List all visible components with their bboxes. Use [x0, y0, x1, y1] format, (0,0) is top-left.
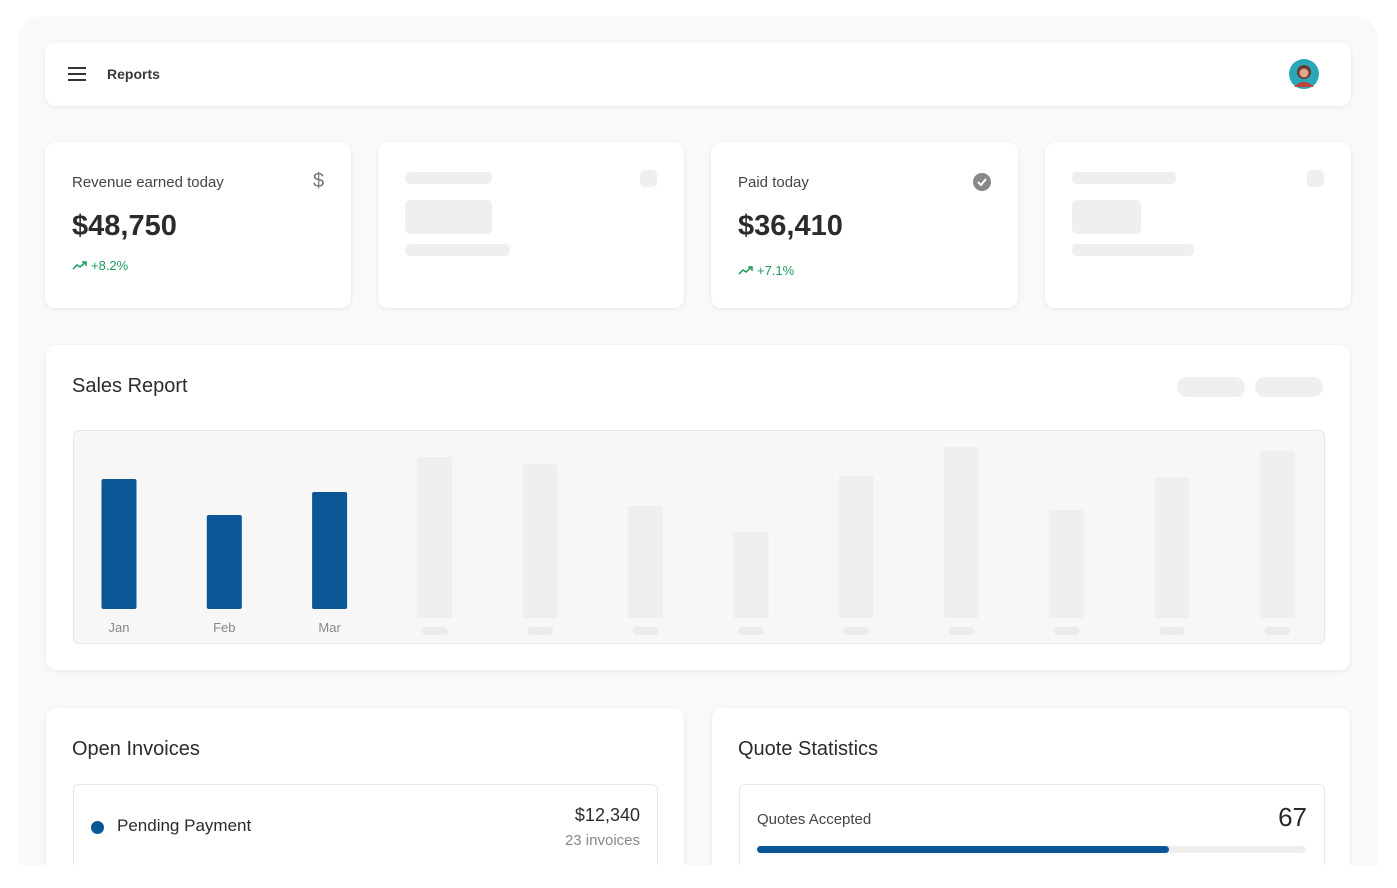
skeleton: [405, 200, 492, 234]
skeleton-bar: [733, 532, 769, 618]
card-value: $36,410: [738, 210, 843, 242]
skeleton-button: [1255, 377, 1323, 397]
skeleton: [405, 172, 492, 184]
chart-area: [73, 430, 1325, 644]
skeleton: [1307, 170, 1324, 187]
skeleton-bar: [522, 464, 558, 618]
skeleton-label: [1264, 627, 1291, 635]
skeleton-label: [737, 627, 764, 635]
skeleton: [640, 170, 657, 187]
invoice-amount: $12,340: [574, 805, 640, 825]
avatar[interactable]: [1289, 59, 1319, 89]
progress-track: [757, 846, 1306, 853]
skeleton-label: [632, 627, 659, 635]
bar-chart: Jan Feb Mar: [73, 430, 1325, 644]
invoice-row[interactable]: Pending Payment $12,340 23 invoices: [73, 784, 658, 865]
card-label: Paid today: [738, 174, 809, 191]
skeleton-label: [843, 627, 870, 635]
check-icon: [973, 173, 991, 191]
stat-value: 67: [1278, 802, 1307, 832]
stat-label: Quotes Accepted: [757, 811, 872, 828]
skeleton: [1072, 200, 1141, 234]
open-invoices: Open Invoices Pending Payment $12,340 23…: [46, 708, 684, 865]
frame: Reports Revenue earned today $ $48,750 +…: [18, 16, 1378, 865]
skeleton-card: [1045, 142, 1351, 308]
skeleton-label: [421, 627, 448, 635]
sales-report: Sales Report Jan Feb Mar: [46, 345, 1350, 670]
skeleton: [405, 244, 510, 256]
section-title: Sales Report: [72, 375, 188, 397]
skeleton-label: [948, 627, 975, 635]
bar: [206, 515, 242, 609]
skeleton-bar: [943, 447, 979, 618]
section-title: Quote Statistics: [738, 738, 879, 760]
card-label: Revenue earned today: [72, 174, 224, 191]
page-title: Reports: [107, 66, 160, 82]
dollar-icon: $: [313, 170, 325, 192]
card-change: +8.2%: [91, 258, 129, 273]
skeleton-label: [1159, 627, 1185, 635]
bar: [101, 479, 137, 609]
top-bar: Reports: [45, 42, 1351, 106]
skeleton-card: [378, 142, 684, 308]
card-change: +7.1%: [757, 263, 795, 278]
skeleton-bar: [838, 476, 874, 618]
stat-card: Paid today $36,410 +7.1%: [711, 142, 1018, 308]
x-label: Jan: [109, 620, 130, 635]
skeleton: [1072, 172, 1176, 184]
stat-card: Revenue earned today $ $48,750 +8.2%: [45, 142, 351, 308]
section-title: Open Invoices: [72, 738, 200, 760]
skeleton-button: [1177, 377, 1245, 397]
trend-icon: [738, 266, 753, 275]
skeleton-bar: [1259, 451, 1295, 618]
skeleton-bar: [1154, 477, 1190, 618]
invoice-label: Pending Payment: [117, 816, 252, 835]
trend-icon: [72, 261, 87, 270]
stat-row: Quotes Accepted 67: [739, 784, 1325, 865]
x-label: Mar: [318, 620, 341, 635]
invoice-count: 23 invoices: [564, 832, 640, 849]
skeleton: [1072, 244, 1194, 256]
status-dot: [91, 821, 104, 834]
skeleton-bar: [628, 506, 663, 618]
bar: [312, 492, 348, 609]
menu-icon[interactable]: [67, 66, 87, 82]
skeleton-bar: [1049, 510, 1085, 618]
x-label: Feb: [213, 620, 235, 635]
card-value: $48,750: [72, 210, 177, 242]
progress-fill: [757, 846, 1169, 853]
skeleton-label: [1053, 627, 1080, 635]
skeleton-bar: [417, 457, 453, 618]
quote-statistics: Quote Statistics Quotes Accepted 67: [712, 708, 1350, 865]
skeleton-label: [527, 627, 554, 635]
